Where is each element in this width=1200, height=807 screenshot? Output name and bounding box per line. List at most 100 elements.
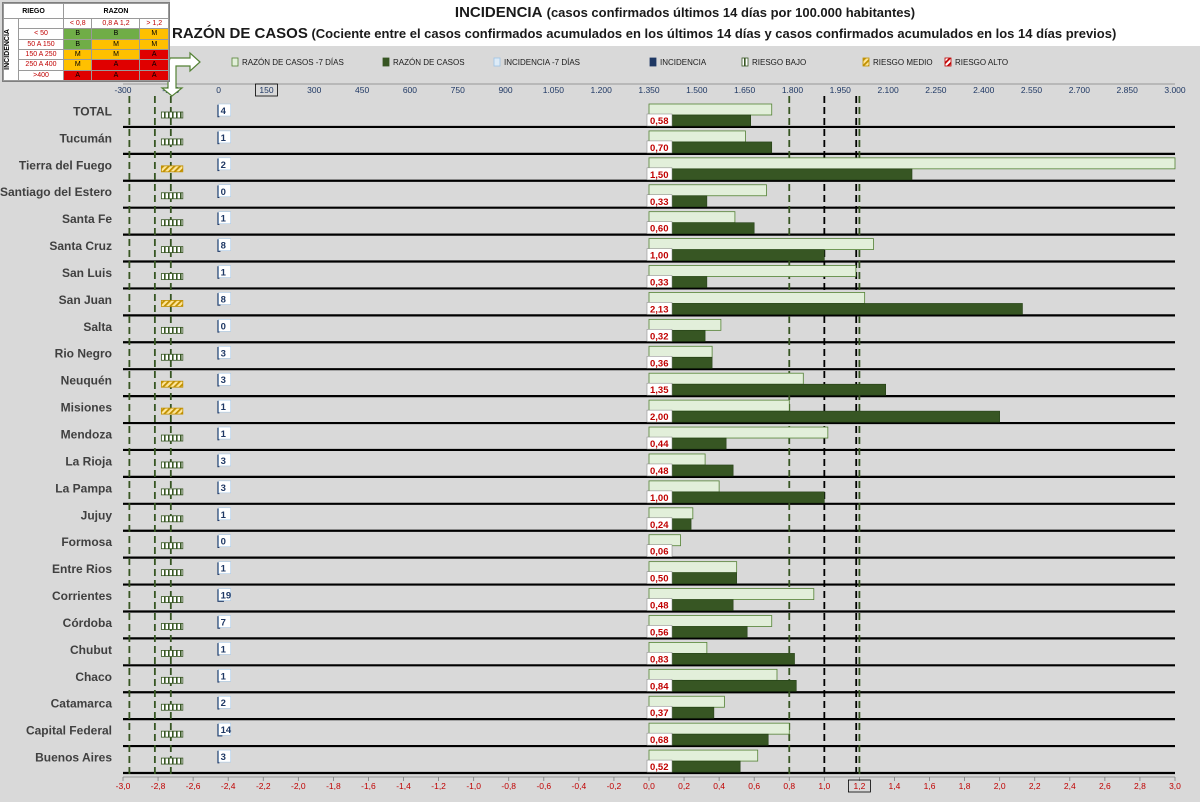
bar-riesgo [160,488,184,496]
razon-value-label: 0,24 [650,520,669,531]
incidencia-value-label: 2 [221,698,226,709]
bar-razon-de-casos [648,491,825,504]
bar-razon-7-dias [648,642,708,654]
incidencia-value-label-box [218,157,231,171]
top-axis-tick-box [255,83,278,97]
risk-cell: A [91,59,141,71]
incidencia-value-label: 1 [221,564,227,575]
razon-value-label: 0,06 [650,547,669,558]
razon-value-label: 1,35 [650,385,669,396]
razon-value-label-box [646,221,673,234]
incidencia-value-label-box [218,642,231,655]
bottom-axis-tick-label: 0,8 [783,781,795,791]
razon-value-label: 0,70 [650,143,669,154]
risk-cell: A [91,69,141,82]
bar-razon-7-dias [648,130,746,143]
bar-riesgo [160,676,184,684]
incidencia-value-label: 8 [221,294,226,305]
top-axis-tick-label: 750 [451,85,465,95]
incidencia-value-label-box [218,399,231,413]
category-label: Misiones [61,401,113,415]
bottom-axis-tick-label: -0,4 [572,781,587,791]
razon-value-label-box [646,652,673,665]
category-label: Tucumán [60,131,112,145]
incidencia-range: < 50 [18,28,64,40]
risk-row: < 50 B B M [4,28,169,40]
category-label: Chubut [70,643,112,657]
incidencia-value-label-box [218,265,231,278]
razon-value-label-box [646,571,673,584]
bottom-axis-tick-label: -2,2 [256,781,271,791]
bar-riesgo [160,326,184,334]
category-label: Mendoza [61,428,113,442]
risk-cell: M [91,48,141,61]
risk-cell: M [91,38,141,51]
bottom-axis-tick-label: 2,2 [1029,781,1041,791]
top-axis-tick-label: 600 [403,85,417,95]
risk-row: 150 A 250 M M A [4,48,169,61]
razon-value-label: 0,32 [650,331,669,342]
razon-value-label-box [646,705,673,719]
incidencia-value-label: 8 [221,241,226,252]
top-axis-tick-label: 2.250 [925,85,947,95]
legend-label: RAZÓN DE CASOS -7 DÍAS [242,58,344,67]
top-axis-tick-label: 2.400 [973,85,995,95]
incidencia-value-label-box [218,534,231,547]
risk-cell: A [62,69,93,82]
top-axis-tick-label: 300 [307,85,321,95]
bottom-axis-tick-label: -0,2 [607,781,622,791]
top-axis-tick-label: 1.350 [638,85,660,95]
bar-razon-7-dias [648,722,790,735]
top-axis-tick-label: 2.700 [1069,85,1091,95]
incidencia-value-label-box [218,615,231,628]
bottom-axis-tick-label: -2,6 [186,781,201,791]
incidencia-value-label: 1 [221,402,227,413]
legend-label: RAZÓN DE CASOS [393,58,465,67]
top-axis-tick-label: 2.850 [1117,85,1139,95]
category-label: La Pampa [55,481,112,495]
razon-value-label-box [646,517,673,531]
bar-razon-7-dias [648,345,713,358]
bar-riesgo [160,165,184,173]
bar-razon-7-dias [648,292,866,304]
risk-cell: M [139,28,169,40]
category-label: Formosa [61,535,112,549]
legend-label: INCIDENCIA [660,58,707,67]
top-axis-tick-label: 1.950 [830,85,852,95]
razon-value-label-box [646,679,673,692]
incidencia-value-label-box [218,453,231,467]
legend-swatch [382,57,390,67]
bar-riesgo [160,300,184,307]
bar-razon-7-dias [648,238,874,251]
bar-razon-7-dias [648,318,722,331]
risk-row: >400 A A A [4,69,169,82]
bar-razon-7-dias [648,480,720,493]
bar-razon-7-dias [648,695,725,708]
razon-value-label: 0,48 [650,601,669,612]
bottom-axis-tick-label: -0,6 [536,781,551,791]
incidencia-value-label: 1 [221,214,227,225]
incidencia-value-label-box [218,292,231,305]
razon-col-0: < 0,8 [62,17,93,30]
top-axis-tick-label: 3.000 [1164,85,1186,95]
category-label: San Luis [62,266,112,280]
razon-value-label-box [646,356,673,369]
incidencia-value-label: 14 [221,725,232,736]
bar-riesgo [160,192,184,200]
razon-col-2: > 1,2 [139,17,169,30]
bottom-axis-tick-label: 1,6 [924,781,936,791]
risk-row: 250 A 400 M A A [4,59,169,71]
risk-cell: B [62,28,93,40]
bottom-axis-tick-label: -2,4 [221,781,236,791]
bar-razon-7-dias [648,157,1176,170]
incidencia-value-label-box [218,184,231,198]
bottom-axis-tick-label: 0,4 [713,781,725,791]
bottom-axis-tick-box [848,779,871,793]
incidencia-value-label-box [218,480,231,494]
chart-subtitle: RAZÓN DE CASOS (Cociente entre el casos … [172,25,1116,42]
incidencia-value-label-box [218,319,231,332]
bar-razon-7-dias [648,453,706,466]
top-axis-tick-label: -300 [114,85,131,95]
bottom-axis-tick-label: -2,8 [151,781,166,791]
category-label: Santa Cruz [49,239,112,253]
